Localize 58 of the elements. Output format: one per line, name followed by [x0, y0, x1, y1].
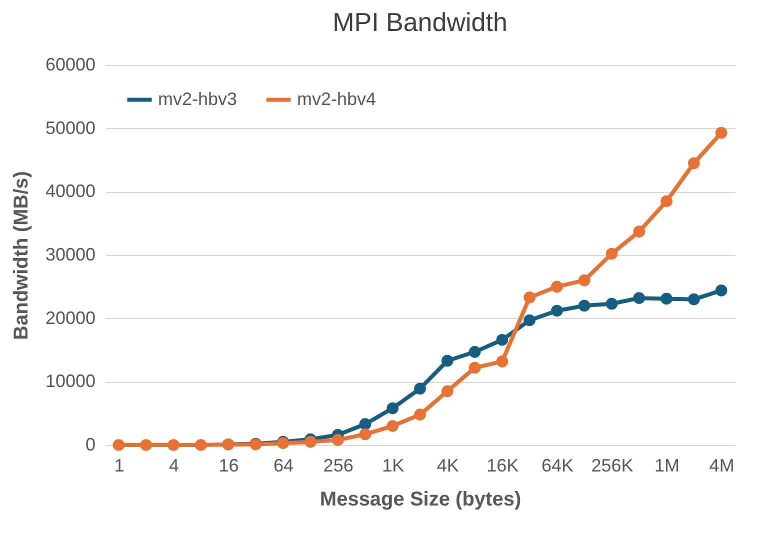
point	[194, 439, 207, 451]
x-tick-label: 16K	[486, 456, 519, 476]
legend-label: mv2-hbv4	[297, 88, 376, 109]
point	[386, 402, 399, 414]
x-tick-label: 64	[274, 456, 294, 476]
y-tick-label: 60000	[45, 54, 96, 74]
x-tick-label: 1M	[654, 456, 680, 476]
x-tick-label: 4	[168, 456, 179, 476]
x-tick-label: 64K	[541, 456, 574, 476]
point	[524, 314, 536, 326]
point	[414, 382, 426, 395]
point	[496, 355, 508, 368]
point	[332, 434, 344, 446]
point	[688, 293, 700, 306]
point	[606, 248, 618, 260]
y-tick-label: 40000	[45, 181, 96, 202]
point	[304, 436, 316, 448]
point	[112, 439, 125, 451]
point	[715, 126, 728, 139]
x-tick-label: 4K	[436, 456, 459, 476]
y-tick-label: 30000	[45, 244, 96, 264]
point	[551, 304, 563, 317]
y-tick-label: 0	[85, 434, 96, 454]
point	[441, 354, 454, 367]
chart-title: MPI Bandwidth	[332, 7, 508, 37]
point	[606, 298, 618, 310]
point	[660, 195, 672, 208]
point	[414, 408, 426, 421]
y-tick-label: 20000	[45, 308, 96, 328]
point	[496, 334, 508, 346]
y-axis-title: Bandwidth (MB/s)	[10, 171, 32, 340]
point	[524, 292, 536, 304]
point	[468, 362, 481, 374]
point	[468, 346, 481, 358]
point	[660, 292, 672, 305]
point	[441, 385, 454, 398]
point	[359, 428, 372, 440]
x-tick-label: 1K	[382, 456, 404, 476]
x-tick-label: 4M	[709, 456, 734, 476]
x-tick-label: 256K	[591, 456, 634, 476]
x-tick-label: 1	[114, 456, 124, 476]
point	[715, 284, 728, 296]
point	[386, 420, 399, 432]
point	[140, 439, 152, 451]
point	[359, 418, 372, 430]
point	[551, 280, 563, 293]
point	[168, 439, 180, 451]
point	[578, 300, 590, 312]
x-axis-title: Message Size (bytes)	[320, 488, 522, 510]
legend-label: mv2-hbv3	[158, 88, 238, 109]
point	[633, 292, 646, 304]
point	[633, 226, 646, 238]
point	[578, 274, 590, 286]
y-tick-label: 50000	[45, 118, 96, 138]
point	[688, 157, 700, 170]
x-tick-label: 16	[218, 456, 239, 476]
x-tick-label: 256	[323, 456, 354, 476]
y-tick-label: 10000	[45, 371, 96, 392]
